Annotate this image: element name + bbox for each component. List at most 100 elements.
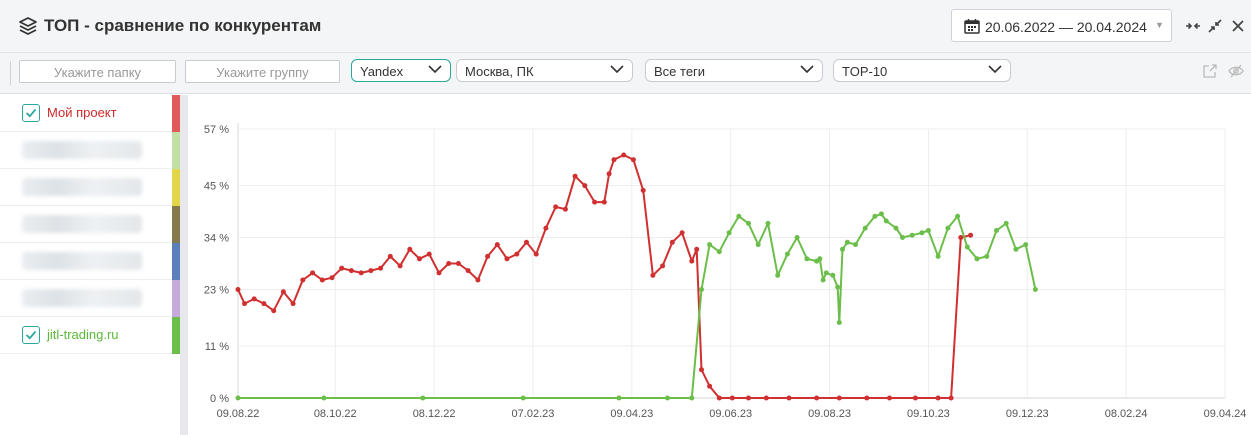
data-point <box>358 270 364 276</box>
date-range-picker[interactable]: 20.06.2022 — 20.04.2024 ▼ <box>951 9 1172 42</box>
data-point <box>553 204 559 210</box>
series-line <box>237 154 971 399</box>
data-point <box>736 213 742 219</box>
header: ТОП - сравнение по конкурентам 20.06.202… <box>0 0 1251 53</box>
caret-down-icon: ▼ <box>1155 20 1164 30</box>
data-point <box>679 230 685 236</box>
data-point <box>836 320 842 325</box>
data-point <box>872 213 878 219</box>
data-point <box>261 301 267 307</box>
y-tick-label: 45 % <box>204 181 229 193</box>
data-point <box>900 235 905 240</box>
data-point <box>699 287 704 292</box>
data-point <box>592 199 598 205</box>
legend-color-swatch <box>172 95 180 132</box>
top-select[interactable]: TOP-10 <box>833 59 1011 82</box>
x-tick-label: 09.08.22 <box>217 408 260 420</box>
data-point <box>948 395 954 401</box>
data-point <box>242 301 247 307</box>
data-point <box>935 253 941 259</box>
data-point <box>271 308 277 314</box>
scrollbar[interactable] <box>180 95 188 435</box>
blurred-label <box>22 252 142 270</box>
legend-item[interactable] <box>0 132 172 169</box>
x-tick-label: 09.08.23 <box>808 408 851 420</box>
data-point <box>1023 242 1029 248</box>
page-title: ТОП - сравнение по конкурентам <box>44 16 322 35</box>
collapse-horizontal-icon[interactable] <box>1184 17 1202 35</box>
compress-icon[interactable] <box>1206 17 1224 35</box>
data-point <box>699 367 704 373</box>
y-tick-label: 57 % <box>204 124 229 136</box>
data-point <box>878 211 884 217</box>
data-point <box>689 395 695 401</box>
region-select[interactable]: Москва, ПК <box>456 59 633 82</box>
data-point <box>974 256 980 262</box>
x-tick-label: 09.06.23 <box>709 408 752 420</box>
export-icon[interactable] <box>1202 63 1218 79</box>
data-point <box>665 395 670 401</box>
data-point <box>290 301 296 307</box>
data-point <box>994 228 999 233</box>
data-point <box>606 171 612 177</box>
data-point <box>955 213 961 219</box>
data-point <box>321 395 327 401</box>
folder-input-placeholder: Укажите папку <box>53 65 142 80</box>
data-point <box>968 232 974 238</box>
data-point <box>820 277 826 283</box>
chart-svg: 0 % 11 % 23 % 34 % 45 % 57 % 09.08.22 08.10.22 0… <box>204 123 1246 420</box>
data-point <box>887 395 892 401</box>
data-point <box>835 284 841 290</box>
data-point <box>582 183 588 189</box>
legend-item[interactable]: Мой проект <box>0 95 172 132</box>
legend-item[interactable] <box>0 169 172 206</box>
legend-checkbox[interactable] <box>22 104 40 122</box>
legend-label: Мой проект <box>47 105 117 120</box>
data-point <box>310 270 316 276</box>
x-tick-label: 07.02.23 <box>512 408 555 420</box>
hide-eye-icon[interactable] <box>1228 63 1244 79</box>
close-icon[interactable] <box>1229 17 1247 35</box>
checkmark-icon <box>25 330 37 340</box>
data-point <box>616 395 622 401</box>
data-point <box>862 225 868 231</box>
search-engine-select[interactable]: Yandex <box>351 59 451 82</box>
data-point <box>640 187 646 193</box>
y-tick-label: 11 % <box>205 341 229 353</box>
divider <box>10 61 11 85</box>
region-value: Москва, ПК <box>465 64 534 79</box>
legend-item[interactable]: jitl-trading.ru <box>0 317 172 354</box>
data-point <box>611 157 617 163</box>
data-point <box>387 253 393 259</box>
data-point <box>368 268 374 274</box>
series-line <box>238 212 1037 399</box>
data-point <box>794 235 800 240</box>
tags-select[interactable]: Все теги <box>645 59 823 82</box>
data-point <box>716 395 722 401</box>
data-point <box>562 206 568 212</box>
legend-item[interactable] <box>0 243 172 280</box>
legend-item[interactable] <box>0 206 172 243</box>
legend-checkbox[interactable] <box>22 326 40 344</box>
folder-input[interactable]: Укажите папку <box>19 60 176 83</box>
data-point <box>407 246 413 252</box>
data-point <box>763 395 769 401</box>
calendar-icon <box>964 19 980 34</box>
legend-item[interactable] <box>0 280 172 317</box>
data-point <box>669 239 675 245</box>
data-point <box>694 246 700 252</box>
legend-color-swatch <box>172 317 180 354</box>
data-point <box>397 263 403 269</box>
y-tick-label: 0 % <box>210 393 229 405</box>
data-point <box>348 268 354 274</box>
data-point <box>804 256 810 262</box>
data-point <box>280 289 286 295</box>
data-point <box>853 242 858 248</box>
data-point <box>945 225 951 231</box>
data-point <box>689 258 695 264</box>
data-point <box>830 272 836 278</box>
legend-color-swatch <box>172 169 180 206</box>
data-point <box>420 395 426 401</box>
group-input[interactable]: Укажите группу <box>185 60 340 83</box>
data-point <box>755 242 761 248</box>
